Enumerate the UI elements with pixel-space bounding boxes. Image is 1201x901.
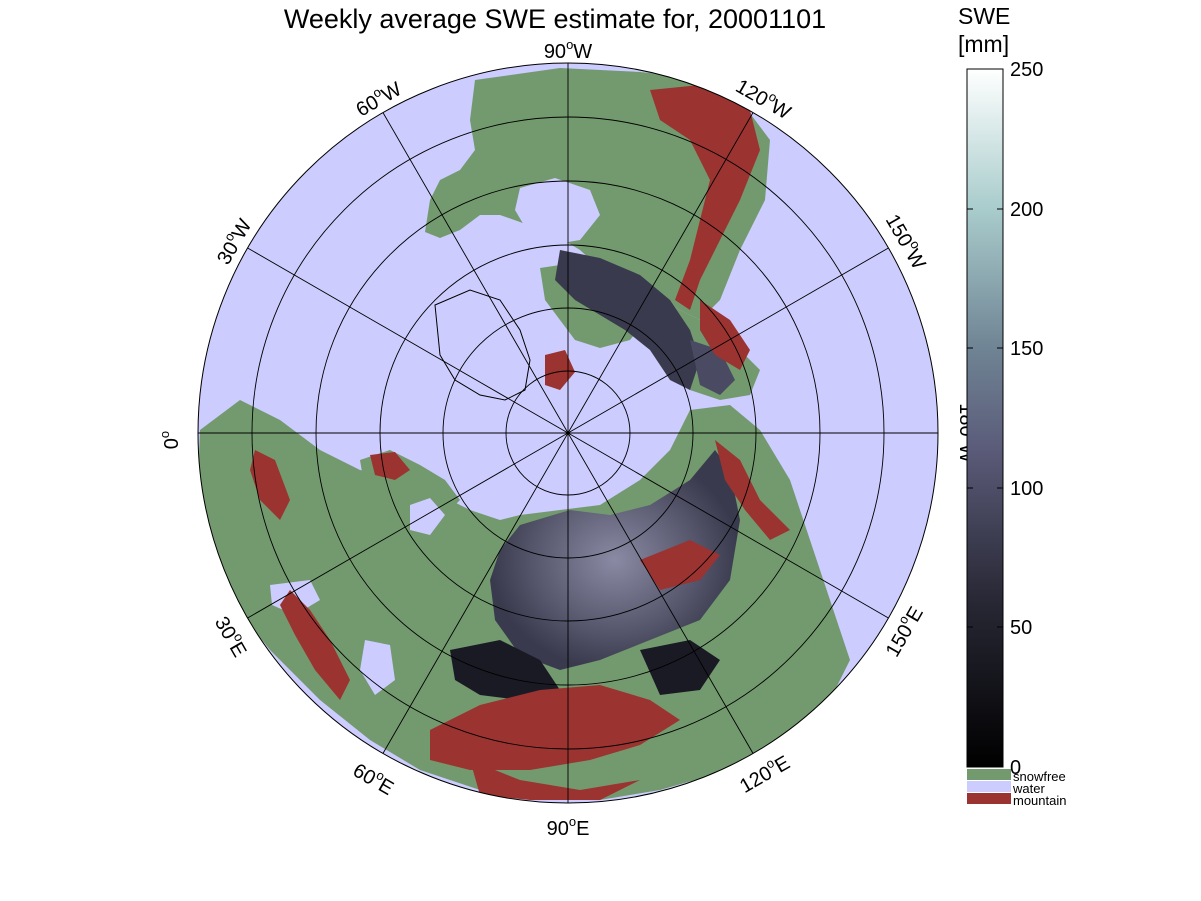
- caspian-sea: [360, 640, 395, 695]
- colorbar-tick-label: 50: [1010, 617, 1032, 639]
- colorbar: 0 50 100 150 200 250 snowfree water moun…: [966, 59, 1066, 808]
- legend-label-water: water: [1012, 781, 1045, 796]
- lon-label-90e: 90oE: [547, 814, 590, 840]
- colorbar-title: SWE [mm]: [958, 2, 1010, 58]
- mountain-himalaya: [430, 685, 680, 770]
- baltic-sea: [410, 498, 445, 535]
- land-greenland-tip: [545, 350, 575, 390]
- lon-label-0: 0o: [157, 431, 183, 449]
- mountain-rockies: [650, 85, 760, 310]
- legend-swatch-snowfree: [967, 769, 1011, 780]
- colorbar-title-quantity: SWE: [958, 3, 1011, 29]
- meridian-line: [247, 247, 889, 619]
- colorbar-tick-label: 200: [1010, 199, 1043, 221]
- colorbar-tick-label: 150: [1010, 338, 1043, 360]
- legend-swatch-mountain: [967, 793, 1011, 804]
- mountain-scandinavia: [370, 452, 410, 480]
- mountain-alps: [250, 450, 290, 520]
- colorbar-tick-label: 100: [1010, 478, 1043, 500]
- colorbar-tick-label: 250: [1010, 59, 1043, 81]
- graticule: [198, 63, 938, 803]
- snow-siberia: [490, 450, 740, 670]
- snow-canada: [555, 250, 700, 390]
- lon-label-60e: 60oE: [349, 756, 399, 800]
- colorbar-ticks: [967, 68, 1003, 768]
- hudson-bay: [515, 178, 600, 245]
- mountain-tibet: [470, 760, 640, 800]
- snow-central-asia: [450, 640, 560, 700]
- colorbar-tick-label: 0: [1010, 757, 1021, 779]
- mountain-east-siberia: [715, 440, 790, 540]
- colorbar-gradient: [966, 68, 1004, 768]
- legend-swatch-water: [967, 781, 1011, 792]
- colorbar-tick-labels: 0 50 100 150 200 250: [1010, 59, 1043, 779]
- mountain-kamchatka: [640, 540, 720, 590]
- lon-label-90w: 90oW: [544, 37, 592, 63]
- colorbar-title-unit: [mm]: [958, 31, 1010, 57]
- legend-label-mountain: mountain: [1013, 793, 1066, 808]
- mountain-urals: [280, 590, 350, 700]
- snow-mongolia: [640, 640, 720, 695]
- snow-alaska-north: [690, 340, 735, 395]
- map-title: Weekly average SWE estimate for, 2000110…: [283, 4, 827, 34]
- map-disk: [198, 63, 938, 803]
- map-border: [197, 62, 939, 804]
- legend-label-snowfree: snowfree: [1013, 769, 1066, 784]
